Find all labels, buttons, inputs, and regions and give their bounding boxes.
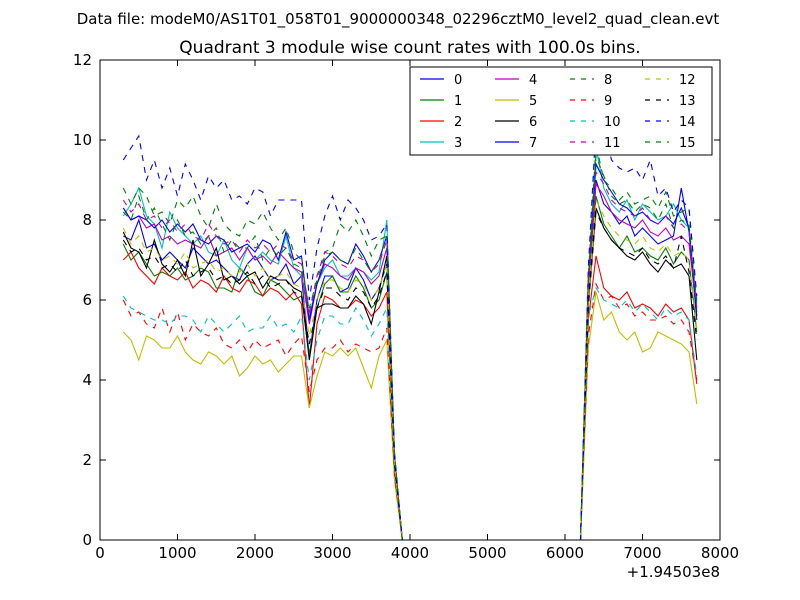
series-line-4	[122, 182, 698, 541]
series-line-11	[122, 170, 698, 541]
legend-label-3: 3	[454, 136, 462, 151]
y-tick-label: 2	[82, 451, 92, 469]
x-tick-label: 2000	[236, 544, 274, 562]
legend-label-8: 8	[604, 73, 612, 88]
y-tick-label: 0	[82, 531, 92, 549]
series-line-14	[122, 123, 698, 541]
series-line-3	[122, 147, 698, 541]
series-line-2	[122, 251, 698, 541]
x-tick-label: 5000	[468, 544, 506, 562]
legend-label-5: 5	[529, 94, 537, 109]
x-tick-label: 1000	[158, 544, 196, 562]
chart-title: Quadrant 3 module wise count rates with …	[179, 38, 640, 58]
series-line-15	[122, 155, 698, 541]
series-line-5	[122, 291, 698, 541]
series-line-1	[122, 195, 698, 541]
series-line-10	[122, 286, 698, 541]
series-layer	[122, 123, 698, 541]
y-tick-label: 8	[82, 211, 92, 229]
legend-label-6: 6	[529, 115, 537, 130]
tick-layer: 0 1000 2000 3000 4000 5000 6000 7000 80000246810…	[73, 51, 739, 562]
x-tick-label: 7000	[623, 544, 661, 562]
series-line-13	[122, 209, 698, 541]
legend-label-4: 4	[529, 73, 537, 88]
legend-label-9: 9	[604, 94, 612, 109]
series-line-8	[122, 143, 698, 541]
legend-label-0: 0	[454, 73, 462, 88]
series-line-6	[122, 207, 698, 541]
series-line-12	[122, 197, 698, 541]
x-tick-label: 3000	[313, 544, 351, 562]
x-tick-label: 0	[95, 544, 105, 562]
x-offset-label: +1.94503e8	[627, 563, 720, 581]
y-tick-label: 12	[73, 51, 92, 69]
x-tick-label: 6000	[546, 544, 584, 562]
legend-label-7: 7	[529, 136, 537, 151]
legend-label-12: 12	[679, 73, 696, 88]
series-line-9	[122, 282, 698, 541]
legend-label-15: 15	[679, 136, 696, 151]
legend-label-14: 14	[679, 115, 696, 130]
legend-box	[409, 66, 713, 156]
y-tick-label: 4	[82, 371, 92, 389]
legend-label-10: 10	[604, 115, 621, 130]
legend-label-11: 11	[604, 136, 621, 151]
legend-label-1: 1	[454, 94, 462, 109]
x-tick-label: 8000	[701, 544, 739, 562]
legend-label-2: 2	[454, 115, 462, 130]
y-tick-label: 6	[82, 291, 92, 309]
x-tick-label: 4000	[391, 544, 429, 562]
chart-suptitle: Data file: modeM0/AS1T01_058T01_90000003…	[77, 10, 720, 29]
legend-label-13: 13	[679, 94, 696, 109]
y-tick-label: 10	[73, 131, 92, 149]
